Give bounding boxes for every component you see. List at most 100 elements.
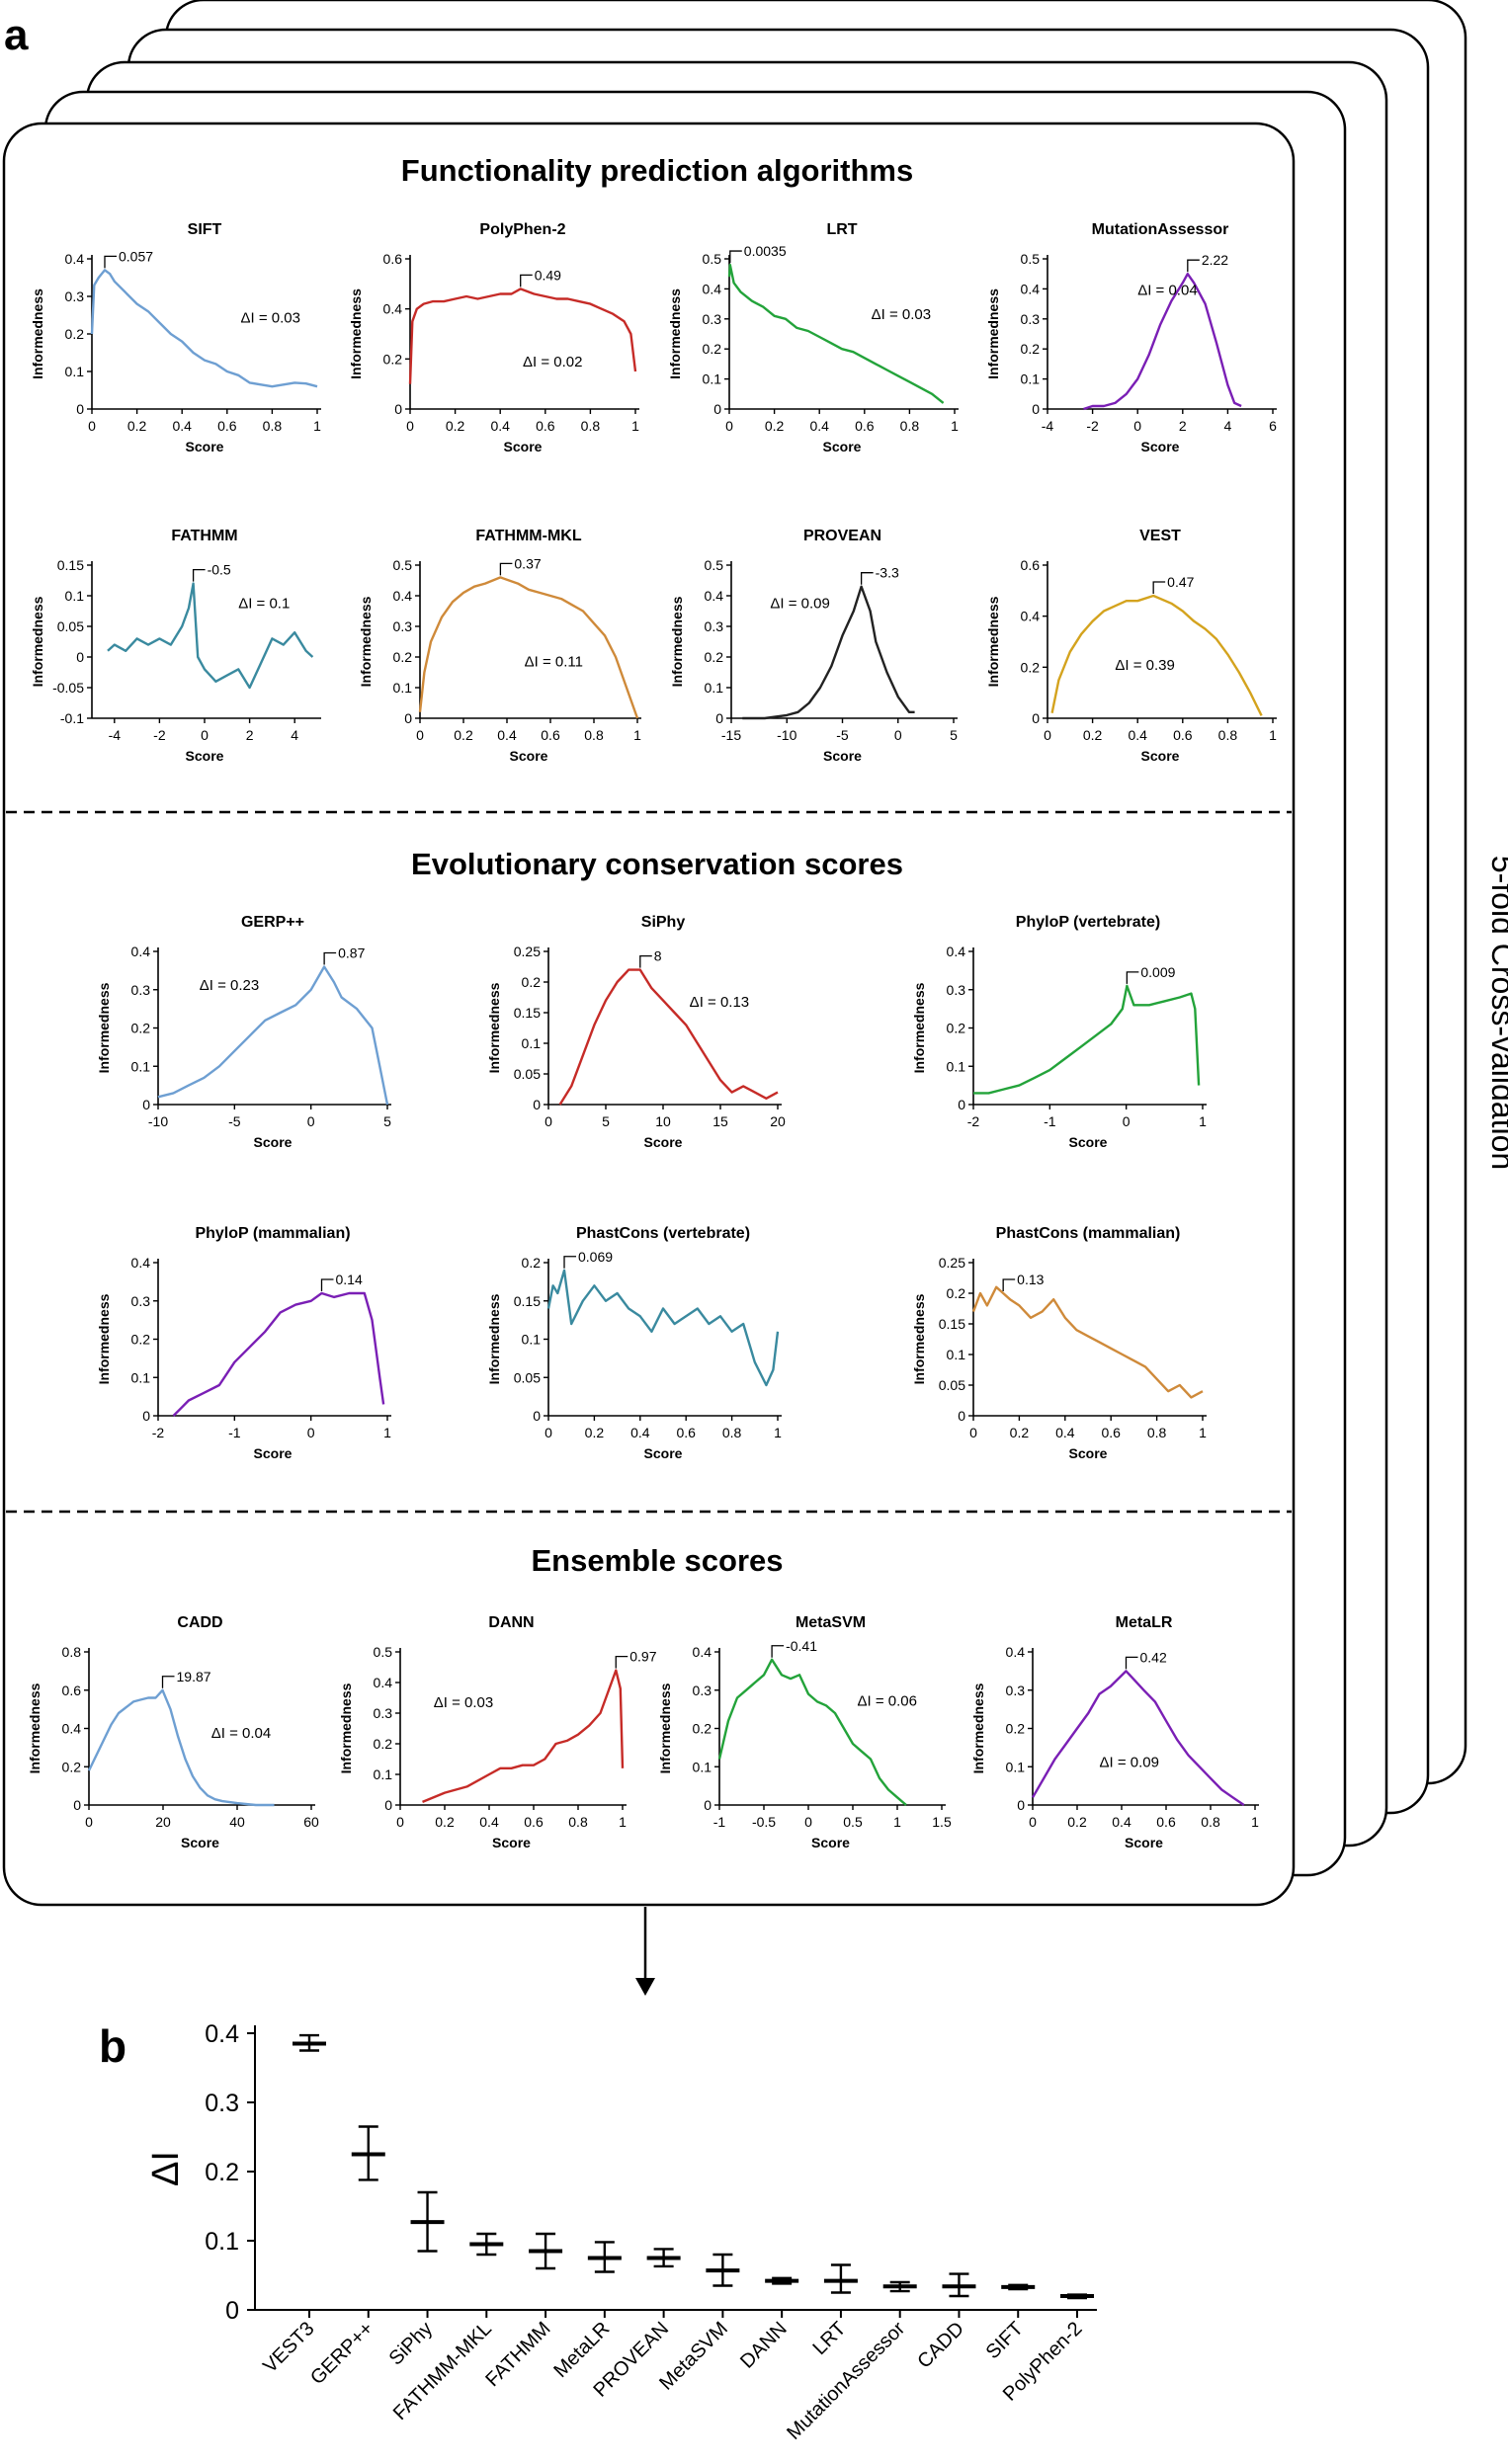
x-tick-label: 0.4	[490, 418, 510, 434]
y-tick-label: 0.2	[947, 1021, 966, 1036]
x-tick-label: -5	[228, 1113, 241, 1129]
x-tick-label: 0.4	[809, 418, 829, 434]
x-tick-label: 0	[406, 418, 414, 434]
x-tick-label: 0.6	[536, 418, 555, 434]
x-tick-label: 0	[1044, 727, 1051, 743]
chart-title: SIFT	[188, 221, 222, 238]
delta-i-label: ΔI = 0.1	[238, 595, 290, 612]
x-tick-label: 1	[1269, 727, 1277, 743]
chart-title: DANN	[488, 1614, 534, 1631]
x-tick-label: 0.8	[568, 1814, 588, 1830]
peak-label: 8	[654, 948, 662, 964]
cv-label: 5-fold Cross-validation	[1485, 856, 1508, 1170]
y-tick-label: 0.1	[65, 588, 85, 604]
delta-i-label: ΔI = 0.06	[858, 1692, 917, 1709]
y-tick-label: 0.8	[62, 1644, 82, 1660]
y-tick-label: 0.2	[62, 1759, 82, 1774]
x-tick-label: 0	[804, 1814, 812, 1830]
x-tick-label: 10	[655, 1113, 671, 1129]
y-tick-label: 0	[1032, 710, 1040, 726]
x-tick-label: 0.4	[630, 1425, 650, 1440]
y-axis-label: Informedness	[911, 982, 927, 1073]
x-axis-label: Score	[644, 1134, 683, 1150]
y-tick-label: 0.3	[693, 1683, 712, 1698]
y-tick-label: 0.5	[393, 557, 413, 573]
x-tick-label: 2	[246, 727, 254, 743]
y-tick-label: 0.1	[65, 364, 85, 379]
y-tick-label: 0	[715, 710, 723, 726]
x-tick-label: 0	[725, 418, 733, 434]
chart-title: FATHMM-MKL	[475, 528, 581, 544]
peak-label: 0.42	[1140, 1649, 1167, 1665]
x-tick-label: 1	[1251, 1814, 1259, 1830]
peak-label: 0.97	[629, 1649, 656, 1665]
y-tick-label: 0.3	[65, 288, 85, 304]
y-tick-label: 0.2	[522, 1255, 542, 1271]
x-tick-label: 0.2	[1083, 727, 1103, 743]
y-axis-label: Informedness	[338, 1683, 354, 1773]
peak-label: 19.87	[177, 1669, 211, 1684]
y-tick-label: 0.6	[1021, 557, 1041, 573]
x-axis-label: Score	[186, 748, 224, 764]
x-tick-label: -10	[148, 1113, 168, 1129]
chart-title: VEST	[1139, 528, 1181, 544]
x-tick-label: 0	[396, 1814, 404, 1830]
y-tick-label: 0.4	[374, 1675, 393, 1690]
x-tick-label: 0.2	[127, 418, 147, 434]
chart-title: MutationAssessor	[1092, 221, 1229, 238]
y-tick-label: 0	[394, 401, 402, 417]
x-tick-label: 1	[383, 1425, 391, 1440]
y-tick-label: 0.4	[393, 588, 413, 604]
chart-title: FATHMM	[171, 528, 237, 544]
x-tick-label: 0.8	[581, 418, 601, 434]
x-tick-label: -2	[1086, 418, 1099, 434]
chart-title: SiPhy	[641, 914, 686, 931]
y-tick-label: 0.5	[705, 557, 724, 573]
x-axis-label: Score	[504, 439, 543, 454]
x-tick-label: -4	[1042, 418, 1054, 434]
y-tick-label: 0	[142, 1408, 150, 1424]
y-tick-label: 0.4	[131, 944, 151, 959]
y-tick-label: 0.2	[65, 326, 85, 342]
x-tick-label: 0.2	[446, 418, 465, 434]
x-tick-label: 0.6	[855, 418, 875, 434]
y-axis-label: Informedness	[669, 596, 685, 687]
x-tick-label: 0.4	[1112, 1814, 1131, 1830]
y-axis-label: Informedness	[657, 1683, 673, 1773]
chart-title: PhyloP (mammalian)	[195, 1225, 350, 1242]
peak-label: 2.22	[1202, 252, 1228, 268]
x-tick-label: 15	[712, 1113, 728, 1129]
peak-label: 0.87	[338, 945, 365, 961]
y-tick-label: 0.4	[131, 1255, 151, 1271]
peak-label: 0.49	[535, 267, 561, 283]
panel-b-letter: b	[99, 2020, 126, 2072]
chart-title: LRT	[826, 221, 857, 238]
y-axis-label: Informedness	[985, 288, 1001, 379]
y-tick-label: 0	[76, 401, 84, 417]
y-tick-label: 0.4	[947, 944, 966, 959]
x-axis-label: Score	[1125, 1835, 1163, 1850]
y-tick-label: 0.1	[703, 371, 722, 387]
y-tick-label: 0.2	[393, 649, 413, 665]
y-axis-label: Informedness	[30, 596, 45, 687]
x-tick-label: 0.8	[1218, 727, 1238, 743]
x-tick-label: 0.8	[1201, 1814, 1220, 1830]
x-tick-label: 1	[1199, 1425, 1207, 1440]
chart-title: PolyPhen-2	[479, 221, 565, 238]
y-tick-label: 0.3	[205, 2090, 239, 2117]
y-tick-label: 0.3	[131, 1293, 151, 1309]
x-tick-label: 0.6	[676, 1425, 696, 1440]
x-tick-label: 0.2	[1010, 1425, 1030, 1440]
x-axis-label: Score	[644, 1445, 683, 1461]
y-tick-label: 0.1	[374, 1766, 393, 1782]
x-tick-label: 1	[951, 418, 959, 434]
x-tick-label: 0.8	[263, 418, 283, 434]
y-tick-label: 0.1	[1021, 371, 1041, 387]
x-tick-label: 0	[201, 727, 209, 743]
y-tick-label: 0.1	[947, 1347, 966, 1362]
y-tick-label: 0	[958, 1408, 965, 1424]
section-title-conservation: Evolutionary conservation scores	[411, 847, 903, 881]
y-tick-label: 0.1	[705, 680, 724, 696]
y-tick-label: 0	[704, 1797, 712, 1813]
y-tick-label: 0	[533, 1097, 541, 1112]
